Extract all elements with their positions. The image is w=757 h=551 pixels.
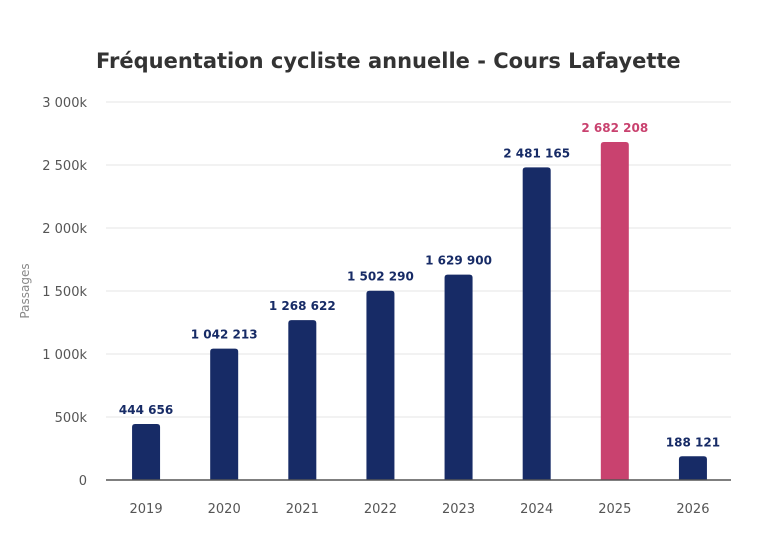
x-axis-ticks: 2019 2020 2021 2022 2023 2024 2025 2026 <box>130 502 710 517</box>
y-tick-label: 500k <box>55 411 88 426</box>
y-tick-label: 2 500k <box>42 159 87 174</box>
y-tick-label: 2 000k <box>42 222 87 237</box>
y-axis-label: Passages <box>18 263 32 318</box>
gridlines <box>106 101 731 418</box>
bar-2022 <box>366 290 395 480</box>
data-label-2023: 1 629 900 <box>425 254 492 268</box>
y-tick-label: 3 000k <box>42 96 87 111</box>
x-tick-label: 2020 <box>208 502 241 517</box>
data-labels: 444 656 1 042 213 1 268 622 1 502 290 1 629 … <box>119 121 720 449</box>
bar-2023 <box>444 274 473 480</box>
data-label-2021: 1 268 622 <box>269 299 336 313</box>
bar-2020 <box>210 348 239 480</box>
bar-2026 <box>678 456 707 480</box>
y-tick-label: 1 000k <box>42 348 87 363</box>
data-label-2026: 188 121 <box>666 435 720 449</box>
data-label-2019: 444 656 <box>119 403 173 417</box>
x-tick-label: 2022 <box>364 502 397 517</box>
data-label-2025: 2 682 208 <box>581 121 648 135</box>
bar-2021 <box>288 320 317 480</box>
x-tick-label: 2025 <box>598 502 631 517</box>
data-label-2024: 2 481 165 <box>503 146 570 160</box>
bar-2024 <box>522 167 551 480</box>
x-tick-label: 2019 <box>130 502 163 517</box>
x-tick-label: 2026 <box>676 502 709 517</box>
y-axis-ticks: 0 500k 1 000k 1 500k 2 000k 2 500k 3 000k <box>42 96 87 489</box>
chart-title: Fréquentation cycliste annuelle - Cours … <box>96 49 681 73</box>
x-tick-label: 2024 <box>520 502 553 517</box>
bar-2019 <box>132 423 161 480</box>
x-tick-label: 2021 <box>286 502 319 517</box>
y-tick-label: 1 500k <box>42 285 87 300</box>
bar-2025 <box>600 142 629 480</box>
y-tick-label: 0 <box>79 474 87 489</box>
x-tick-label: 2023 <box>442 502 475 517</box>
bars <box>132 142 707 480</box>
data-label-2020: 1 042 213 <box>191 328 258 342</box>
data-label-2022: 1 502 290 <box>347 270 414 284</box>
